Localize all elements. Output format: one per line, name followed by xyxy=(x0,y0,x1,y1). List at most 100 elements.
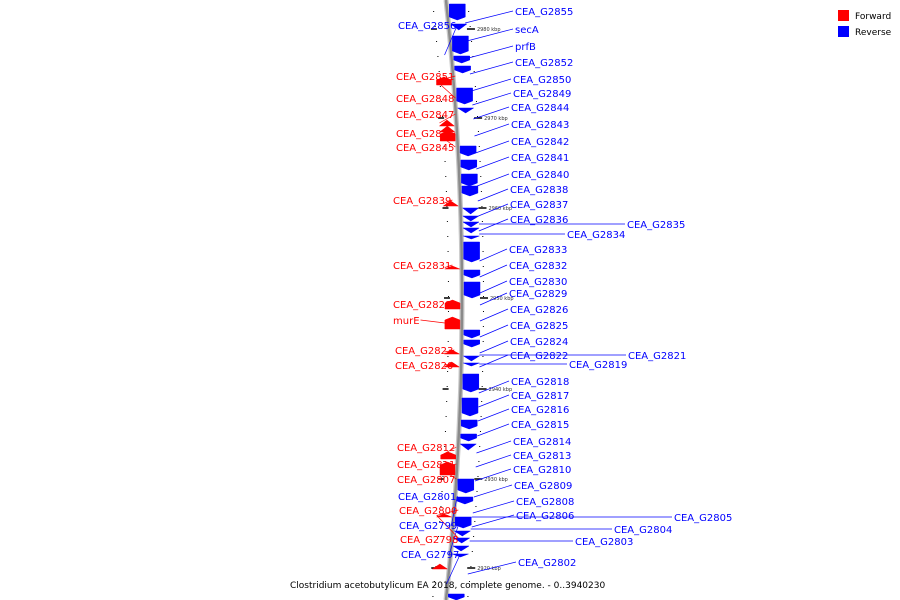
gene-feature[interactable] xyxy=(444,265,460,270)
gene-label-cea-g2806[interactable]: CEA_G2806 xyxy=(516,511,574,522)
gene-feature[interactable] xyxy=(453,530,472,537)
gene-label-cea-g2817[interactable]: CEA_G2817 xyxy=(511,391,569,402)
gene-label-cea-g2803[interactable]: CEA_G2803 xyxy=(575,537,633,548)
gene-label-cea-g2799[interactable]: CEA_G2799 xyxy=(399,521,457,532)
gene-feature[interactable] xyxy=(462,373,480,393)
gene-label-cea-g2798[interactable]: CEA_G2798 xyxy=(400,535,458,546)
gene-label-cea-g2849[interactable]: CEA_G2849 xyxy=(513,89,571,100)
gene-feature[interactable] xyxy=(444,349,460,355)
gene-label-cea-g2801[interactable]: CEA_G2801 xyxy=(398,492,456,503)
gene-label-cea-g2852[interactable]: CEA_G2852 xyxy=(515,58,573,69)
gene-feature[interactable] xyxy=(461,397,479,417)
gene-feature[interactable] xyxy=(457,478,475,494)
gene-label-cea-g2835[interactable]: CEA_G2835 xyxy=(627,220,685,231)
gene-feature[interactable] xyxy=(444,299,461,310)
gene-label-cea-g2843[interactable]: CEA_G2843 xyxy=(511,120,569,131)
gene-label-cea-g2808[interactable]: CEA_G2808 xyxy=(516,497,574,508)
gene-feature[interactable] xyxy=(462,355,481,362)
gene-label-cea-g2856[interactable]: CEA_G2856 xyxy=(398,21,456,32)
gene-label-cea-g2848[interactable]: CEA_G2848 xyxy=(396,94,454,105)
gene-feature[interactable] xyxy=(459,443,477,451)
gene-feature[interactable] xyxy=(459,145,477,157)
gene-label-cea-g2802[interactable]: CEA_G2802 xyxy=(518,558,576,569)
gene-label-cea-g2821[interactable]: CEA_G2821 xyxy=(628,351,686,362)
gene-feature[interactable] xyxy=(454,65,471,74)
gene-label-cea-g2831[interactable]: CEA_G2831 xyxy=(393,261,451,272)
gene-feature[interactable] xyxy=(448,593,465,600)
gene-feature[interactable] xyxy=(436,76,452,86)
gene-label-cea-g2815[interactable]: CEA_G2815 xyxy=(511,420,569,431)
gene-feature[interactable] xyxy=(463,269,481,279)
gene-label-cea-g2839[interactable]: CEA_G2839 xyxy=(393,196,451,207)
gene-label-cea-g2836[interactable]: CEA_G2836 xyxy=(510,215,568,226)
gene-label-cea-g2797[interactable]: CEA_G2797 xyxy=(401,550,459,561)
gene-feature[interactable] xyxy=(463,329,481,339)
gene-label-cea-g2823[interactable]: CEA_G2823 xyxy=(395,346,453,357)
gene-label-cea-g2822[interactable]: CEA_G2822 xyxy=(510,351,568,362)
gene-labels[interactable]: CEA_G2856 CEA_G2855 secA prfB CEA_G2852 CEA_G… xyxy=(393,7,732,569)
gene-feature[interactable] xyxy=(439,461,456,476)
gene-label-mure[interactable]: murE xyxy=(393,316,420,327)
gene-feature[interactable] xyxy=(463,281,481,299)
gene-feature[interactable] xyxy=(452,35,469,55)
gene-label-cea-g2819[interactable]: CEA_G2819 xyxy=(569,360,627,371)
gene-features[interactable] xyxy=(431,3,481,600)
gene-label-cea-g2800[interactable]: CEA_G2800 xyxy=(399,506,457,517)
gene-feature[interactable] xyxy=(460,419,478,430)
gene-label-cea-g2837[interactable]: CEA_G2837 xyxy=(510,200,568,211)
gene-feature[interactable] xyxy=(452,537,471,544)
gene-feature[interactable] xyxy=(453,55,470,64)
gene-feature[interactable] xyxy=(460,433,477,442)
gene-label-cea-g2804[interactable]: CEA_G2804 xyxy=(614,525,672,536)
gene-label-cea-g2825[interactable]: CEA_G2825 xyxy=(510,321,568,332)
gene-feature[interactable] xyxy=(439,130,456,142)
gene-label-cea-g2840[interactable]: CEA_G2840 xyxy=(511,170,569,181)
gene-label-cea-g2851[interactable]: CEA_G2851 xyxy=(396,72,454,83)
gene-feature[interactable] xyxy=(463,241,480,263)
gene-feature[interactable] xyxy=(450,23,468,31)
gene-label-cea-g2826[interactable]: CEA_G2826 xyxy=(510,305,568,316)
gene-feature[interactable] xyxy=(456,107,475,114)
gene-feature[interactable] xyxy=(431,563,449,570)
gene-feature[interactable] xyxy=(456,496,474,505)
gene-label-cea-g2811[interactable]: CEA_G2811 xyxy=(397,460,455,471)
gene-label-cea-g2847[interactable]: CEA_G2847 xyxy=(396,110,454,121)
gene-label-cea-g2850[interactable]: CEA_G2850 xyxy=(513,75,571,86)
gene-label-cea-g2828[interactable]: CEA_G2828 xyxy=(393,300,451,311)
gene-label-cea-g2812[interactable]: CEA_G2812 xyxy=(397,443,455,454)
gene-feature[interactable] xyxy=(460,159,478,171)
gene-feature[interactable] xyxy=(463,362,480,367)
gene-label-cea-g2842[interactable]: CEA_G2842 xyxy=(511,137,569,148)
gene-label-cea-g2841[interactable]: CEA_G2841 xyxy=(511,153,569,164)
gene-label-cea-g2820[interactable]: CEA_G2820 xyxy=(395,361,453,372)
gene-label-cea-g2855[interactable]: CEA_G2855 xyxy=(515,7,573,18)
gene-label-cea-g2838[interactable]: CEA_G2838 xyxy=(510,185,568,196)
gene-label-cea-g2824[interactable]: CEA_G2824 xyxy=(510,337,568,348)
gene-feature[interactable] xyxy=(456,87,473,105)
gene-label-cea-g2832[interactable]: CEA_G2832 xyxy=(509,261,567,272)
gene-feature[interactable] xyxy=(440,451,456,460)
gene-label-cea-g2813[interactable]: CEA_G2813 xyxy=(513,451,571,462)
gene-feature[interactable] xyxy=(462,227,480,234)
gene-label-cea-g2810[interactable]: CEA_G2810 xyxy=(513,465,571,476)
gene-feature[interactable] xyxy=(449,3,466,21)
gene-label-cea-g2834[interactable]: CEA_G2834 xyxy=(567,230,625,241)
gene-feature[interactable] xyxy=(461,207,480,215)
gene-feature[interactable] xyxy=(452,545,470,552)
gene-label-cea-g2830[interactable]: CEA_G2830 xyxy=(509,277,567,288)
gene-label-cea-g2805[interactable]: CEA_G2805 xyxy=(674,513,732,524)
gene-feature[interactable] xyxy=(443,361,461,368)
gene-feature[interactable] xyxy=(444,316,461,330)
gene-feature[interactable] xyxy=(452,553,469,558)
gene-feature[interactable] xyxy=(436,513,452,518)
gene-label-seca[interactable]: secA xyxy=(515,25,539,36)
gene-label-cea-g2844[interactable]: CEA_G2844 xyxy=(511,103,569,114)
gene-feature[interactable] xyxy=(442,200,460,207)
gene-label-cea-g2816[interactable]: CEA_G2816 xyxy=(511,405,569,416)
gene-label-cea-g2809[interactable]: CEA_G2809 xyxy=(514,481,572,492)
gene-label-cea-g2818[interactable]: CEA_G2818 xyxy=(511,377,569,388)
gene-feature[interactable] xyxy=(461,215,480,222)
gene-label-cea-g2814[interactable]: CEA_G2814 xyxy=(513,437,571,448)
gene-feature[interactable] xyxy=(463,235,480,240)
gene-label-cea-g2833[interactable]: CEA_G2833 xyxy=(509,245,567,256)
